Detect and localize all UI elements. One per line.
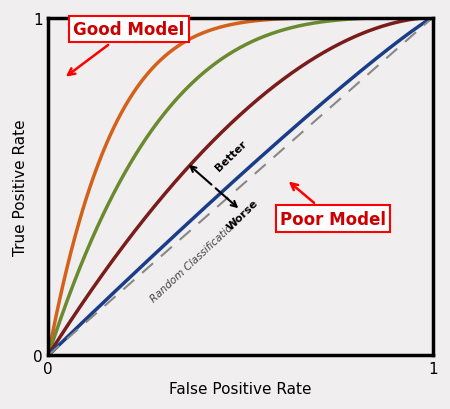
- Text: Worse: Worse: [225, 198, 261, 232]
- Text: Better: Better: [213, 139, 248, 173]
- Y-axis label: True Positive Rate: True Positive Rate: [13, 119, 27, 255]
- X-axis label: False Positive Rate: False Positive Rate: [169, 382, 312, 397]
- Text: Poor Model: Poor Model: [280, 184, 386, 228]
- Text: Good Model: Good Model: [68, 21, 184, 76]
- Text: Random Classification: Random Classification: [149, 218, 240, 304]
